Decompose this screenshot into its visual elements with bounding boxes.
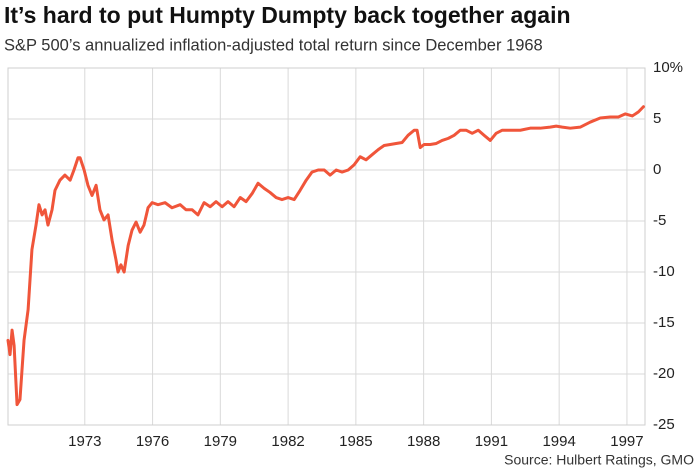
y-tick-label: -15 bbox=[653, 314, 675, 331]
y-tick-label: -5 bbox=[653, 212, 666, 229]
x-tick-label: 1976 bbox=[136, 433, 169, 450]
x-tick-label: 1997 bbox=[610, 433, 643, 450]
chart-subtitle: S&P 500’s annualized inflation-adjusted … bbox=[4, 36, 543, 54]
x-tick-label: 1982 bbox=[271, 433, 304, 450]
y-tick-label: 0 bbox=[653, 161, 661, 178]
y-tick-label: -10 bbox=[653, 263, 675, 280]
y-tick-label: -20 bbox=[653, 365, 675, 382]
y-tick-label: 10% bbox=[653, 59, 683, 76]
x-tick-label: 1973 bbox=[68, 433, 101, 450]
x-tick-label: 1985 bbox=[339, 433, 372, 450]
source-note: Source: Hulbert Ratings, GMO bbox=[504, 452, 694, 468]
x-tick-label: 1979 bbox=[204, 433, 237, 450]
plot-frame bbox=[7, 67, 646, 426]
x-tick-label: 1994 bbox=[542, 433, 575, 450]
x-tick-label: 1991 bbox=[475, 433, 508, 450]
y-tick-label: 5 bbox=[653, 110, 661, 127]
y-tick-label: -25 bbox=[653, 416, 675, 433]
x-tick-label: 1988 bbox=[407, 433, 440, 450]
data-line bbox=[6, 105, 645, 407]
chart-title: It’s hard to put Humpty Dumpty back toge… bbox=[4, 2, 571, 28]
